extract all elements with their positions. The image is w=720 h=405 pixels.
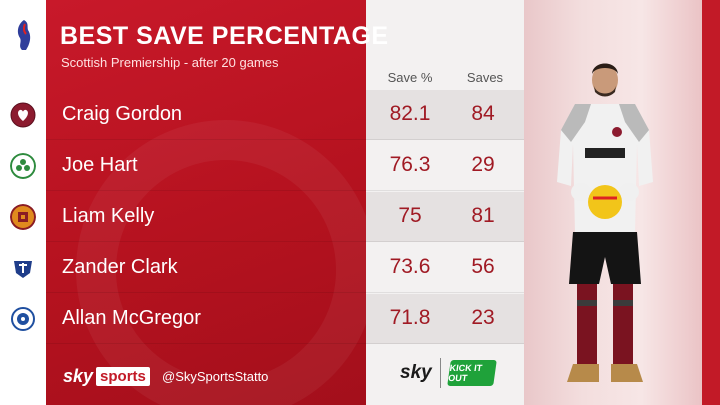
sky-wordmark: sky	[63, 366, 94, 386]
column-header-saves: Saves	[466, 70, 504, 85]
hearts-badge-icon	[10, 102, 36, 128]
goalkeeper-photo	[557, 63, 653, 382]
save-pct-value: 82.1	[389, 102, 431, 125]
page-title: BEST SAVE PERCENTAGE	[60, 22, 389, 50]
table-row: Craig Gordon 82.1 84	[0, 90, 524, 140]
sky-logo: sky	[400, 362, 432, 383]
saves-value: 23	[471, 306, 495, 329]
partner-logos: sky KICK IT OUT	[400, 358, 497, 388]
st-johnstone-badge-icon	[14, 261, 32, 278]
page-subtitle: Scottish Premiership - after 20 games	[61, 55, 279, 70]
rangers-badge-icon	[11, 307, 35, 331]
badge-column	[0, 0, 46, 405]
column-header-save-pct: Save %	[387, 70, 433, 85]
save-pct-value: 73.6	[389, 255, 431, 278]
saves-value: 29	[471, 153, 495, 176]
table-row: Liam Kelly 75 81	[0, 192, 524, 242]
player-name: Allan McGregor	[62, 307, 201, 329]
sky-sports-logo: sky sports	[63, 366, 150, 387]
table-row: Allan McGregor 71.8 23	[0, 294, 524, 344]
table-row: Joe Hart 76.3 29	[0, 141, 524, 191]
save-pct-value: 71.8	[389, 306, 431, 329]
twitter-handle: @SkySportsStatto	[162, 369, 269, 384]
player-name: Liam Kelly	[62, 205, 155, 227]
saves-value: 56	[471, 255, 495, 278]
spfl-lion-icon	[17, 20, 31, 50]
player-name: Joe Hart	[62, 154, 138, 176]
edge-bar	[702, 0, 720, 405]
saves-value: 81	[471, 204, 495, 227]
player-name: Craig Gordon	[62, 103, 183, 125]
save-pct-value: 75	[398, 204, 422, 227]
table-row: Zander Clark 73.6 56	[0, 243, 524, 293]
motherwell-badge-icon	[10, 204, 36, 230]
player-name: Zander Clark	[62, 256, 178, 278]
celtic-badge-icon	[10, 153, 36, 179]
logo-divider	[439, 358, 441, 388]
kick-it-out-logo: KICK IT OUT	[446, 360, 497, 386]
sports-wordmark: sports	[96, 367, 150, 386]
saves-value: 84	[471, 102, 495, 125]
save-pct-value: 76.3	[389, 153, 431, 176]
